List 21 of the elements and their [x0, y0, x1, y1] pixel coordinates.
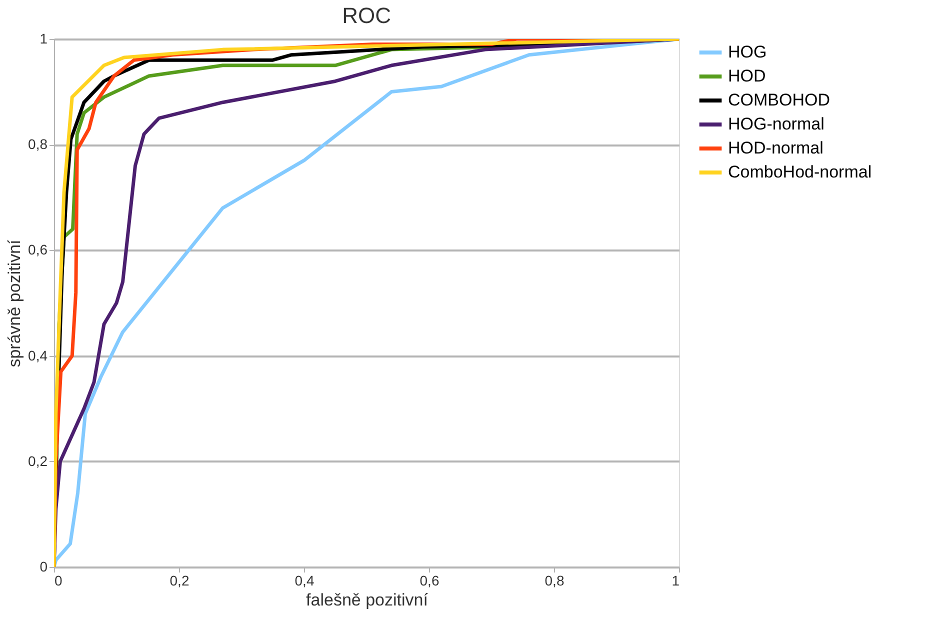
x-tick-label: 0,2 [170, 572, 190, 588]
x-tick-label: 0,8 [544, 572, 564, 588]
y-axis-title: správně pozitivní [5, 239, 24, 368]
legend-label: HOD-normal [728, 138, 824, 158]
legend-label: COMBOHOD [728, 90, 830, 110]
y-tick-label: 0,2 [28, 452, 48, 469]
x-axis-title: falešně pozitivní [306, 590, 428, 610]
legend-label: HOG [728, 42, 767, 62]
legend-label: ComboHod-normal [728, 162, 872, 182]
legend-label: HOG-normal [728, 114, 824, 134]
legend-label: HOD [728, 66, 766, 86]
y-tick-label: 0,8 [28, 136, 48, 152]
y-tick-label: 0 [40, 558, 48, 574]
y-tick-label: 0,4 [28, 347, 48, 364]
y-tick-label: 1 [40, 30, 48, 46]
x-tick-label: 1 [672, 572, 680, 588]
y-tick-label: 0,6 [28, 242, 48, 258]
x-tick-label: 0,4 [294, 572, 314, 588]
x-tick-label: 0,6 [420, 572, 440, 588]
chart-title: ROC [342, 3, 392, 28]
x-tick-label: 0 [54, 572, 62, 588]
